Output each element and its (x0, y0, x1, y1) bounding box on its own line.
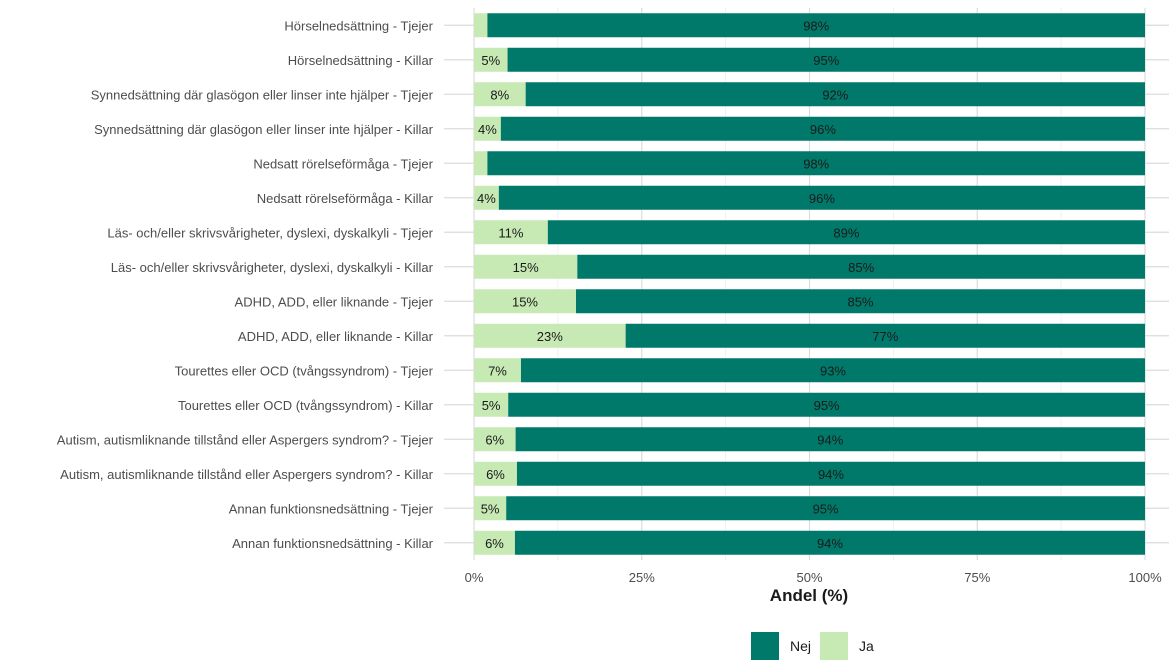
y-tick-label: Nedsatt rörelseförmåga - Killar (257, 191, 434, 206)
data-label-ja: 5% (481, 501, 500, 516)
y-tick-label: Synnedsättning där glasögon eller linser… (94, 122, 434, 137)
data-label-ja: 4% (478, 122, 497, 137)
data-label-nej: 85% (848, 260, 874, 275)
bar-segment-ja (474, 392, 509, 417)
y-tick-label: Annan funktionsnedsättning - Tjejer (229, 501, 434, 516)
y-tick-label: Hörselnedsättning - Tjejer (284, 18, 433, 33)
data-label-ja: 15% (513, 260, 539, 275)
bar-segment-nej (498, 185, 1145, 210)
bar-segment-ja (474, 185, 499, 210)
x-tick-label: 75% (964, 570, 990, 585)
x-tick-label: 50% (796, 570, 822, 585)
y-tick-label: Annan funktionsnedsättning - Killar (232, 536, 434, 551)
bar-segment-ja (474, 151, 488, 176)
bar-segment-nej (487, 151, 1145, 176)
data-label-ja: 11% (498, 225, 523, 240)
data-label-ja: 8% (490, 87, 509, 102)
bar-segment-ja (474, 47, 508, 72)
y-tick-label: Läs- och/eller skrivsvårigheter, dyslexi… (111, 260, 434, 275)
chart-legend: Nej Ja (0, 632, 1169, 662)
data-label-nej: 94% (817, 536, 843, 551)
y-tick-label: Autism, autismliknande tillstånd eller A… (60, 467, 433, 482)
bar-segment-ja (474, 530, 515, 555)
data-label-nej: 98% (803, 156, 829, 171)
data-label-ja: 4% (477, 191, 496, 206)
bar-segment-ja (474, 116, 501, 141)
data-label-nej: 94% (818, 467, 844, 482)
legend-item-ja: Ja (820, 632, 874, 660)
x-tick-label: 25% (629, 570, 655, 585)
data-label-ja: 5% (482, 398, 501, 413)
data-label-ja: 6% (485, 536, 504, 551)
bar-segment-nej (487, 13, 1145, 38)
x-axis-title: Andel (%) (770, 586, 848, 605)
y-tick-label: Tourettes eller OCD (tvångssyndrom) - Tj… (175, 363, 434, 378)
data-label-nej: 98% (803, 18, 829, 33)
bar-segment-ja (474, 496, 507, 521)
data-label-ja: 6% (486, 467, 505, 482)
bar-segment-nej (514, 530, 1145, 555)
data-label-nej: 94% (817, 432, 843, 447)
y-tick-label: Nedsatt rörelseförmåga - Tjejer (253, 156, 433, 171)
x-tick-label: 0% (465, 570, 484, 585)
data-label-nej: 92% (822, 87, 848, 102)
data-label-ja: 5% (481, 53, 500, 68)
bar-segment-ja (474, 289, 576, 314)
bar-segment-nej (547, 220, 1145, 245)
bar-segment-nej (520, 358, 1145, 383)
y-tick-label: Hörselnedsättning - Killar (288, 53, 434, 68)
bar-segment-nej (506, 496, 1145, 521)
y-tick-label: Tourettes eller OCD (tvångssyndrom) - Ki… (178, 398, 434, 413)
data-label-nej: 95% (814, 398, 840, 413)
x-axis-ticks: 0% 25% 50% 75% 100% (465, 570, 1162, 585)
bar-segment-nej (577, 254, 1145, 279)
data-label-nej: 93% (820, 363, 846, 378)
data-label-nej: 85% (847, 294, 873, 309)
legend-swatch-nej (751, 632, 779, 660)
bar-segment-ja (474, 13, 488, 38)
data-label-nej: 77% (872, 329, 898, 344)
y-axis-labels: Hörselnedsättning - Tjejer Hörselnedsättn… (57, 18, 434, 551)
y-tick-label: ADHD, ADD, eller liknande - Killar (238, 329, 434, 344)
data-label-nej: 96% (809, 191, 835, 206)
bar-segment-nej (575, 289, 1145, 314)
bar-segment-ja (474, 220, 548, 245)
y-tick-label: ADHD, ADD, eller liknande - Tjejer (235, 294, 434, 309)
legend-label-ja: Ja (859, 638, 874, 654)
data-label-ja: 7% (488, 363, 507, 378)
chart-bars: 98% 5% 95% 8% 92% 4% 96% 98% 4% 96% 11% 89% 15% 85% 15… (474, 13, 1146, 555)
legend-swatch-ja (820, 632, 848, 660)
legend-item-nej: Nej (751, 632, 811, 660)
bar-segment-nej (500, 116, 1146, 141)
data-label-nej: 95% (813, 53, 839, 68)
bar-segment-nej (507, 47, 1145, 72)
data-label-nej: 89% (833, 225, 859, 240)
legend-label-nej: Nej (790, 638, 812, 654)
bar-segment-ja (474, 427, 516, 452)
bar-segment-nej (515, 427, 1145, 452)
bar-segment-ja (474, 358, 521, 383)
bar-segment-ja (474, 254, 578, 279)
y-tick-label: Läs- och/eller skrivsvårigheter, dyslexi… (107, 225, 433, 240)
y-tick-label: Synnedsättning där glasögon eller linser… (91, 87, 434, 102)
bar-segment-ja (474, 323, 626, 348)
bar-segment-nej (625, 323, 1145, 348)
bar-segment-ja (474, 82, 526, 107)
data-label-ja: 23% (537, 329, 563, 344)
bar-segment-nej (525, 82, 1145, 107)
data-label-nej: 95% (813, 501, 839, 516)
x-tick-label: 100% (1128, 570, 1162, 585)
bar-segment-nej (508, 392, 1145, 417)
bar-segment-nej (516, 461, 1145, 486)
data-label-nej: 96% (810, 122, 836, 137)
data-label-ja: 15% (512, 294, 538, 309)
bar-segment-ja (474, 461, 517, 486)
data-label-ja: 6% (485, 432, 504, 447)
y-tick-label: Autism, autismliknande tillstånd eller A… (57, 432, 434, 447)
